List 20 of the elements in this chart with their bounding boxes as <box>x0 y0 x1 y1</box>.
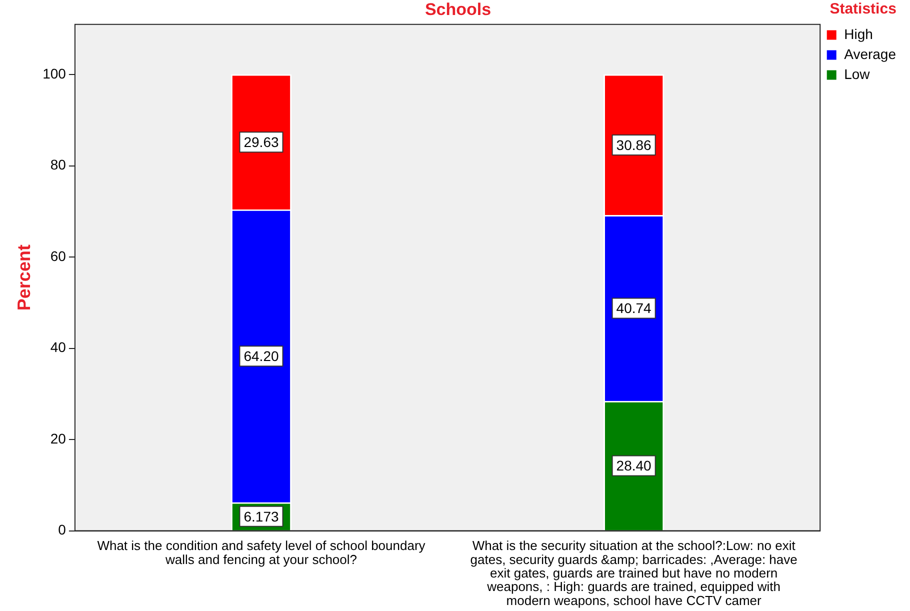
data-label: 64.20 <box>244 348 279 364</box>
data-label: 30.86 <box>616 136 652 153</box>
chart-title: Schools <box>424 0 492 19</box>
y-tick-label: 20 <box>50 430 66 446</box>
y-tick-label: 40 <box>50 339 66 356</box>
legend-label: Low <box>844 66 871 82</box>
data-label: 40.74 <box>616 300 652 316</box>
data-label: 6.173 <box>244 508 279 524</box>
y-tick-label: 60 <box>50 248 66 264</box>
legend-title: Statistics <box>830 0 896 18</box>
legend-label: High <box>844 26 873 42</box>
y-tick-label: 0 <box>58 522 66 538</box>
y-axis-title: Percent <box>14 244 34 311</box>
x-tick-label: What is the security situation at the school?:Low: no exit gates, security guards &amp; barricades: ,Average: have exit gates, guards are trained but have no modern weapons, : High: guards are trained, equipped with modern weapons, school have CCTV camer <box>470 538 798 608</box>
data-label: 29.63 <box>244 134 279 150</box>
data-label: 28.40 <box>616 458 652 474</box>
x-tick-label: What is the condition and safety level of school boundary walls and fencing at your school? <box>97 538 426 567</box>
y-tick-label: 100 <box>42 65 66 82</box>
y-tick-label: 80 <box>50 156 66 173</box>
legend-label: Average <box>844 46 896 62</box>
